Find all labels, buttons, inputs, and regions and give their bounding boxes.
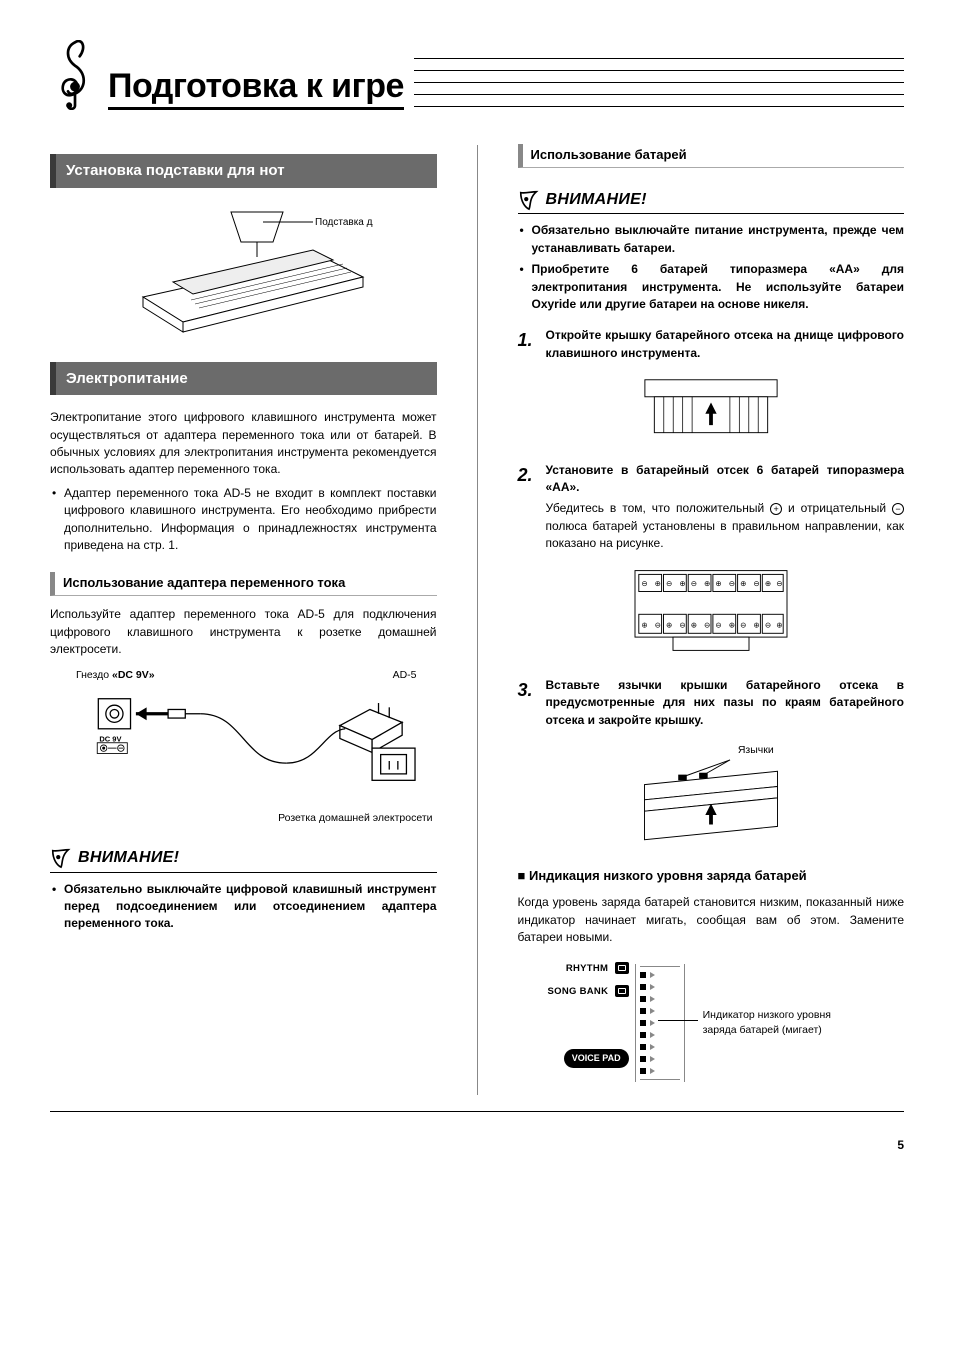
label-adapter-model: AD-5 [393,668,417,683]
svg-text:⊖: ⊖ [641,578,647,587]
step-3-title: Вставьте язычки крышки батарейного отсек… [546,677,905,729]
step-3: 3 Вставьте язычки крышки батарейного отс… [518,677,905,733]
svg-text:⊖: ⊖ [666,578,672,587]
low-battery-callout: Индикатор низкого уровня заряда батарей … [703,1008,843,1038]
attention-block: ВНИМАНИЕ! [50,846,437,872]
svg-text:⊖: ⊖ [776,578,782,587]
figure-step2: ⊖ ⊕ ⊖ ⊕ ⊖ ⊕ ⊕ ⊖ ⊕ ⊖ ⊕ ⊖ ⊕ ⊖ ⊕ ⊖ ⊕ ⊖ ⊖ ⊕ ⊖ ⊕ ⊖ ⊕ [518,563,905,663]
step-2-text: Убедитесь в том, что положительный + и о… [546,500,905,552]
footer-rule [50,1111,904,1112]
attention-item-2: Приобретите 6 батарей типоразмера «AA» д… [518,261,905,313]
svg-text:⊖: ⊖ [753,578,759,587]
svg-text:⊕: ⊕ [666,620,672,629]
left-column: Установка подставки для нот Подставка дл… [50,140,437,1104]
figure-adapter: Гнездо «DC 9V» AD-5 [50,668,437,826]
step-number: 3 [518,677,546,733]
fig-label-stand: Подставка для нот [315,217,373,228]
svg-text:⊕: ⊕ [654,578,660,587]
svg-text:⊖: ⊖ [654,620,660,629]
power-intro-text: Электропитание этого цифрового клавишног… [50,409,437,479]
step-1: 1 Откройте крышку батарейного отсека на … [518,327,905,366]
attention-list-left: Обязательно выключайте цифровой клавишны… [50,881,437,933]
svg-text:⊖: ⊖ [715,620,721,629]
page-title: Подготовка к игре [108,69,404,110]
heading-music-stand: Установка подставки для нот [50,154,437,188]
svg-text:⊕: ⊕ [740,578,746,587]
step-2: 2 Установите в батарейный отсек 6 батаре… [518,462,905,553]
figure-step3: Язычки [518,743,905,849]
svg-text:⊖: ⊖ [704,620,710,629]
svg-text:⊕: ⊕ [690,620,696,629]
attention-label: ВНИМАНИЕ! [78,846,179,869]
power-note-list: Адаптер переменного тока AD-5 не входит … [50,485,437,555]
column-divider [477,145,478,1094]
songbank-icon [615,985,629,997]
attention-icon [518,189,540,211]
adapter-text: Используйте адаптер переменного тока AD-… [50,606,437,658]
rhythm-icon [615,962,629,974]
svg-text:⊕: ⊕ [715,578,721,587]
attention-list-right: Обязательно выключайте питание инструмен… [518,222,905,313]
step-2-title: Установите в батарейный отсек 6 батарей … [546,462,905,497]
attention-item: Обязательно выключайте цифровой клавишны… [50,881,437,933]
attention-block-right: ВНИМАНИЕ! [518,188,905,214]
heading-power: Электропитание [50,362,437,396]
svg-text:⊕: ⊕ [679,578,685,587]
svg-text:⊕: ⊕ [704,578,710,587]
lcd-rhythm-label: RHYTHM [566,963,608,974]
fig-label-tabs: Язычки [518,743,905,758]
svg-text:⊕: ⊕ [753,620,759,629]
heading-low-battery: Индикация низкого уровня заряда батарей [518,867,905,886]
right-column: Использование батарей ВНИМАНИЕ! Обязател… [518,140,905,1104]
lcd-songbank-label: SONG BANK [548,986,609,997]
label-outlet: Розетка домашней электросети [50,811,437,826]
attention-icon [50,847,72,869]
figure-lcd-indicator: RHYTHM SONG BANK VOICE PAD [518,956,905,1090]
svg-text:⊕: ⊕ [765,578,771,587]
low-battery-text: Когда уровень заряда батарей становится … [518,894,905,946]
svg-text:⊖: ⊖ [679,620,685,629]
subheading-adapter: Использование адаптера переменного тока [50,572,437,596]
subheading-batteries: Использование батарей [518,144,905,168]
treble-clef-icon [50,40,100,110]
lcd-voicepad-label: VOICE PAD [564,1049,629,1068]
svg-text:⊕: ⊕ [728,620,734,629]
figure-step1 [518,376,905,448]
figure-music-stand: Подставка для нот [50,202,437,347]
indicator-ticks [635,964,685,1082]
svg-text:⊕: ⊕ [776,620,782,629]
attention-label: ВНИМАНИЕ! [546,188,647,211]
step-number: 2 [518,462,546,553]
page-header: Подготовка к игре [50,40,904,115]
step-number: 1 [518,327,546,366]
svg-text:⊖: ⊖ [765,620,771,629]
page-number: 5 [50,1137,904,1154]
svg-text:⊖: ⊖ [740,620,746,629]
label-jack: Гнездо «DC 9V» [76,668,155,683]
power-note-item: Адаптер переменного тока AD-5 не входит … [50,485,437,555]
svg-text:⊖: ⊖ [690,578,696,587]
svg-text:⊕: ⊕ [641,620,647,629]
attention-item-1: Обязательно выключайте питание инструмен… [518,222,905,257]
svg-text:⊖: ⊖ [728,578,734,587]
step-1-title: Откройте крышку батарейного отсека на дн… [546,327,905,362]
